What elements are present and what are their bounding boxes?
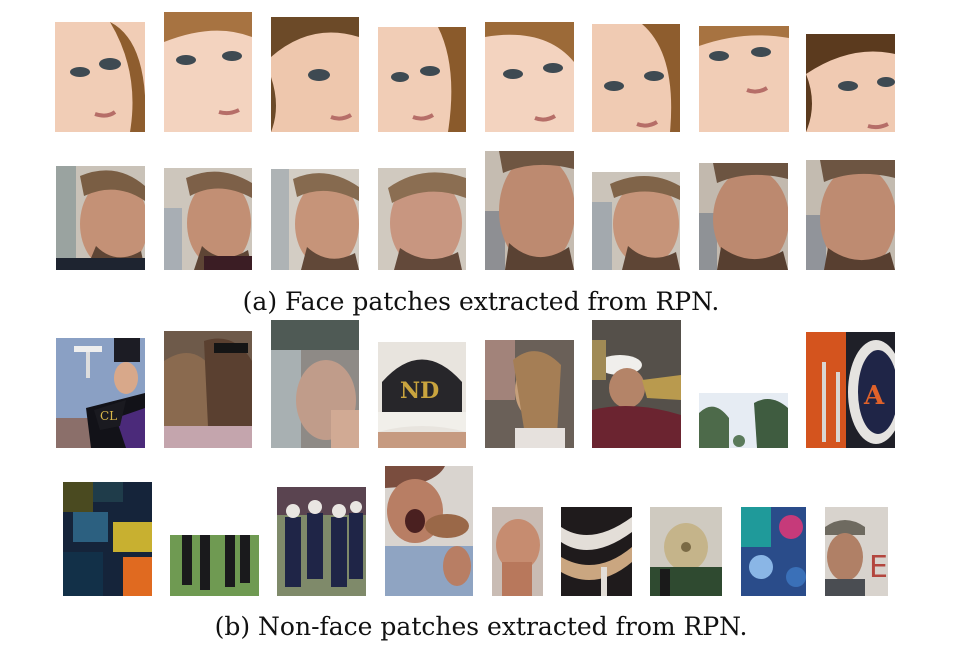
nonface-patch-8-image: A <box>806 332 895 448</box>
nonface-patch-pixelated-colors <box>63 482 152 596</box>
nonface-patch-sky-trees <box>699 393 788 448</box>
nonface-patch-cymbal <box>650 507 722 596</box>
face-patch-woman-6 <box>592 24 680 132</box>
nonface-patch-shouting-man <box>385 466 473 596</box>
nonface-patch-3-image <box>271 320 359 448</box>
face-patch-man-5 <box>485 151 574 270</box>
nonface-patch-band-member-sash: CL <box>56 338 145 448</box>
face-patch-man-1-image <box>56 166 145 270</box>
face-patch-man-6-image <box>592 172 680 270</box>
nonface-patch-legs-grass <box>170 535 259 596</box>
face-patch-man-7 <box>699 163 788 270</box>
face-patch-woman-5-image <box>485 22 574 132</box>
face-patch-man-1 <box>56 166 145 270</box>
face-patch-woman-6-image <box>592 24 680 132</box>
face-patch-woman-1-image <box>55 22 145 132</box>
face-patch-woman-7-image <box>699 26 789 132</box>
face-patch-man-5-image <box>485 151 574 270</box>
nonface-patch-11-image <box>277 487 366 596</box>
face-patch-man-4-image <box>378 168 466 270</box>
nonface-patch-drum <box>561 507 632 596</box>
face-patch-woman-8-image <box>806 34 895 132</box>
face-patch-woman-2 <box>164 12 252 132</box>
face-patch-woman-1 <box>55 22 145 132</box>
nonface-patch-band-trumpet <box>592 320 681 448</box>
face-patch-woman-5 <box>485 22 574 132</box>
face-patch-man-8-image <box>806 160 895 270</box>
svg-text:A: A <box>863 381 885 411</box>
face-patch-man-3 <box>271 169 359 270</box>
nonface-patch-fist <box>492 507 543 596</box>
nonface-patch-man-cap-sign: E <box>825 507 888 596</box>
nonface-patch-9-image <box>63 482 152 596</box>
nonface-patch-4-image: ND <box>378 342 466 448</box>
face-patch-man-2-image <box>164 168 252 270</box>
nonface-patch-12-image <box>385 466 473 596</box>
nonface-patch-6-image <box>592 320 681 448</box>
face-patch-woman-2-image <box>164 12 252 132</box>
nonface-patch-7-image <box>699 393 788 448</box>
nonface-patch-marching-band <box>277 487 366 596</box>
nonface-patch-13-image <box>492 507 543 596</box>
nonface-patch-14-image <box>561 507 632 596</box>
nonface-patch-auburn-drum: A <box>806 332 895 448</box>
caption-nonface-patches: (b) Non-face patches extracted from RPN. <box>214 612 748 641</box>
svg-text:E: E <box>869 550 888 585</box>
face-patch-man-3-image <box>271 169 359 270</box>
nonface-patch-17-image: E <box>825 507 888 596</box>
face-patch-woman-4-image <box>378 27 466 132</box>
nonface-patch-blurry-hand <box>271 320 359 448</box>
nonface-patch-16-image <box>741 507 806 596</box>
nonface-patch-nd-cap: ND <box>378 342 466 448</box>
face-patch-man-6 <box>592 172 680 270</box>
face-patch-woman-7 <box>699 26 789 132</box>
face-patch-woman-8 <box>806 34 895 132</box>
nonface-patch-2-image <box>164 331 252 448</box>
nonface-patch-5-image <box>485 340 574 448</box>
caption-face-patches: (a) Face patches extracted from RPN. <box>242 287 720 316</box>
nonface-patch-floral-fabric <box>741 507 806 596</box>
face-patch-woman-3-image <box>271 17 359 132</box>
nonface-patch-15-image <box>650 507 722 596</box>
face-patch-woman-4 <box>378 27 466 132</box>
face-patch-man-7-image <box>699 163 788 270</box>
nonface-patch-10-image <box>170 535 259 596</box>
nonface-patch-1-image: CL <box>56 338 145 448</box>
nonface-patch-blonde-woman <box>485 340 574 448</box>
face-patch-man-8 <box>806 160 895 270</box>
face-patch-man-2 <box>164 168 252 270</box>
svg-text:CL: CL <box>100 409 117 423</box>
svg-text:ND: ND <box>400 378 439 404</box>
face-patch-man-4 <box>378 168 466 270</box>
nonface-patch-women-crowd <box>164 331 252 448</box>
face-patch-woman-3 <box>271 17 359 132</box>
